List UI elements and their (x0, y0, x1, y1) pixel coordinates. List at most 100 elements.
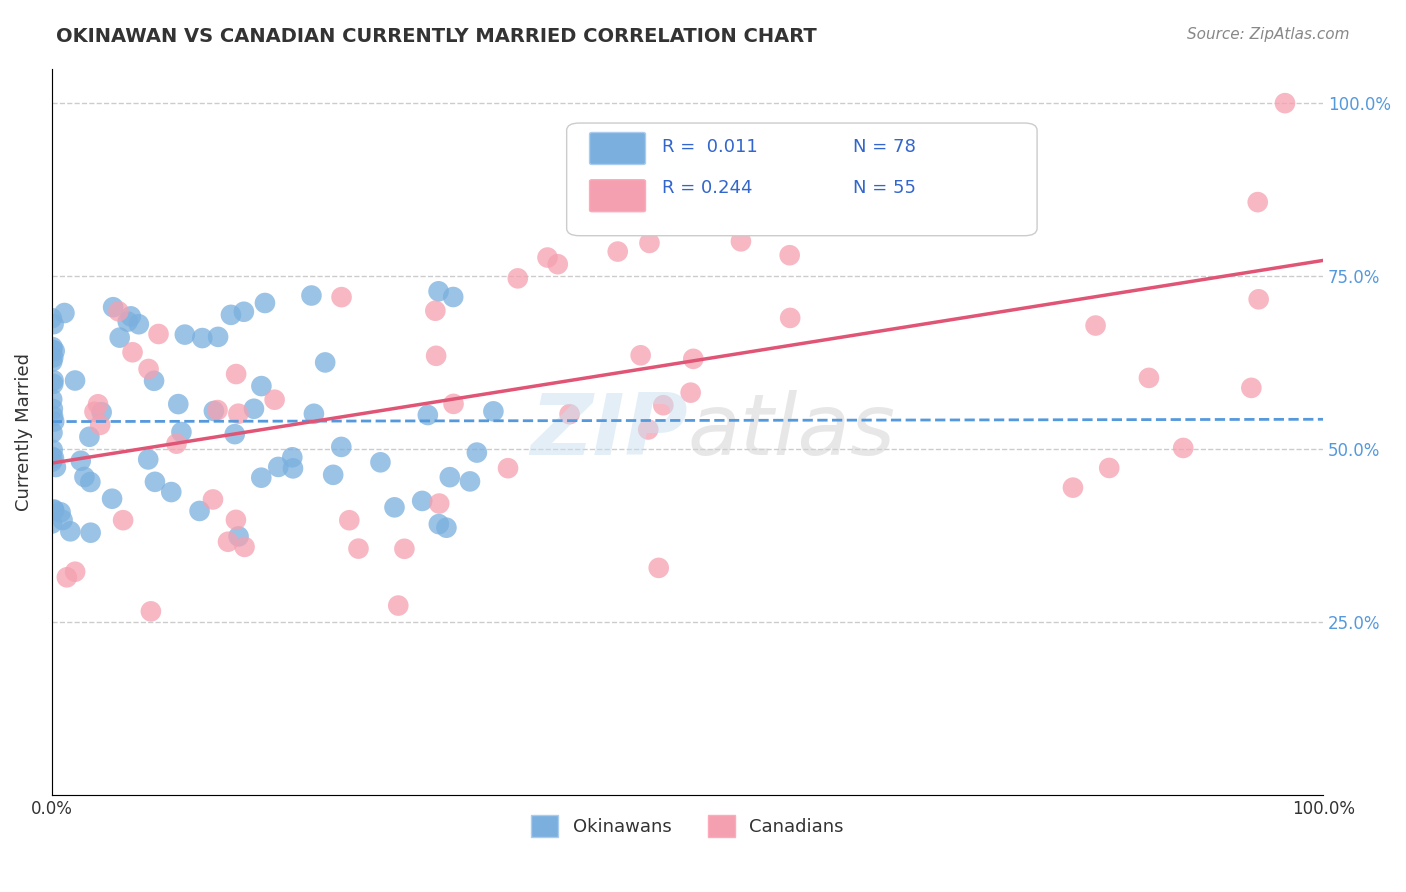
Point (425, 303, 447, 318)
Point (652, 398, 675, 412)
Point (648, 561, 671, 575)
Text: ZIP: ZIP (530, 391, 688, 474)
Point (496, 461, 519, 475)
Point (41, 425, 63, 440)
Point (101, 300, 124, 314)
Point (1247, 293, 1270, 307)
Point (606, 244, 628, 259)
Point (330, 440, 353, 454)
Point (89, 417, 111, 432)
Point (112, 513, 135, 527)
Point (201, 492, 224, 507)
Point (202, 404, 225, 418)
Point (1240, 381, 1263, 395)
Point (1173, 441, 1195, 455)
Point (166, 436, 188, 450)
Text: OKINAWAN VS CANADIAN CURRENTLY MARRIED CORRELATION CHART: OKINAWAN VS CANADIAN CURRENTLY MARRIED C… (56, 27, 817, 45)
FancyBboxPatch shape (567, 123, 1038, 235)
Point (90, 405, 112, 419)
Point (217, 534, 239, 549)
Text: N = 78: N = 78 (852, 138, 915, 156)
Point (370, 455, 392, 469)
Point (232, 305, 254, 319)
Point (63, 374, 86, 388)
Point (301, 288, 323, 302)
Point (42, 502, 65, 516)
Point (44, 503, 66, 517)
Point (427, 497, 450, 511)
Point (101, 491, 124, 506)
Point (779, 310, 801, 325)
Point (506, 271, 529, 285)
Point (1137, 371, 1160, 385)
Point (443, 397, 465, 411)
Point (250, 471, 273, 485)
Point (45, 460, 67, 475)
Point (1098, 461, 1121, 475)
Point (167, 397, 190, 411)
Point (121, 345, 143, 359)
Point (41, 392, 63, 407)
Point (44, 415, 66, 429)
Point (1274, 96, 1296, 111)
Point (441, 290, 464, 304)
Point (42, 376, 65, 391)
Point (41, 340, 63, 354)
Point (79, 475, 101, 489)
Point (314, 355, 336, 369)
Point (411, 494, 433, 508)
Point (281, 450, 304, 465)
Point (322, 467, 344, 482)
Point (79, 430, 101, 444)
Point (779, 248, 801, 262)
Point (42, 401, 65, 416)
Point (250, 379, 273, 393)
Point (87, 397, 110, 411)
Point (225, 367, 247, 381)
Point (42, 351, 65, 365)
Point (143, 475, 166, 489)
Point (263, 392, 285, 407)
Point (243, 401, 266, 416)
Point (191, 331, 214, 345)
Point (253, 296, 276, 310)
Point (42, 317, 65, 331)
Point (224, 427, 246, 442)
Point (170, 425, 193, 439)
Point (219, 308, 242, 322)
Point (83, 405, 105, 419)
Text: Source: ZipAtlas.com: Source: ZipAtlas.com (1187, 27, 1350, 42)
Point (42, 373, 65, 387)
Point (387, 599, 409, 613)
Point (41, 450, 63, 464)
Point (138, 362, 160, 376)
Point (267, 459, 290, 474)
Point (630, 348, 652, 362)
Point (139, 604, 162, 618)
Point (436, 521, 458, 535)
Point (148, 326, 170, 341)
Point (330, 290, 353, 304)
Y-axis label: Currently Married: Currently Married (15, 353, 32, 511)
Point (63, 565, 86, 579)
Point (416, 408, 439, 422)
Point (173, 327, 195, 342)
Point (41, 343, 63, 357)
Point (679, 385, 702, 400)
Point (42, 451, 65, 466)
Point (207, 403, 229, 417)
Point (465, 445, 488, 459)
Point (107, 304, 129, 318)
Point (1062, 481, 1084, 495)
Point (160, 485, 183, 500)
Point (41, 311, 63, 326)
Text: R =  0.011: R = 0.011 (662, 138, 758, 156)
Text: atlas: atlas (688, 391, 896, 474)
Point (73, 470, 96, 484)
Point (427, 285, 450, 299)
Point (384, 500, 406, 515)
Point (188, 504, 211, 518)
Point (228, 407, 250, 421)
Point (1084, 318, 1107, 333)
Point (482, 404, 505, 418)
